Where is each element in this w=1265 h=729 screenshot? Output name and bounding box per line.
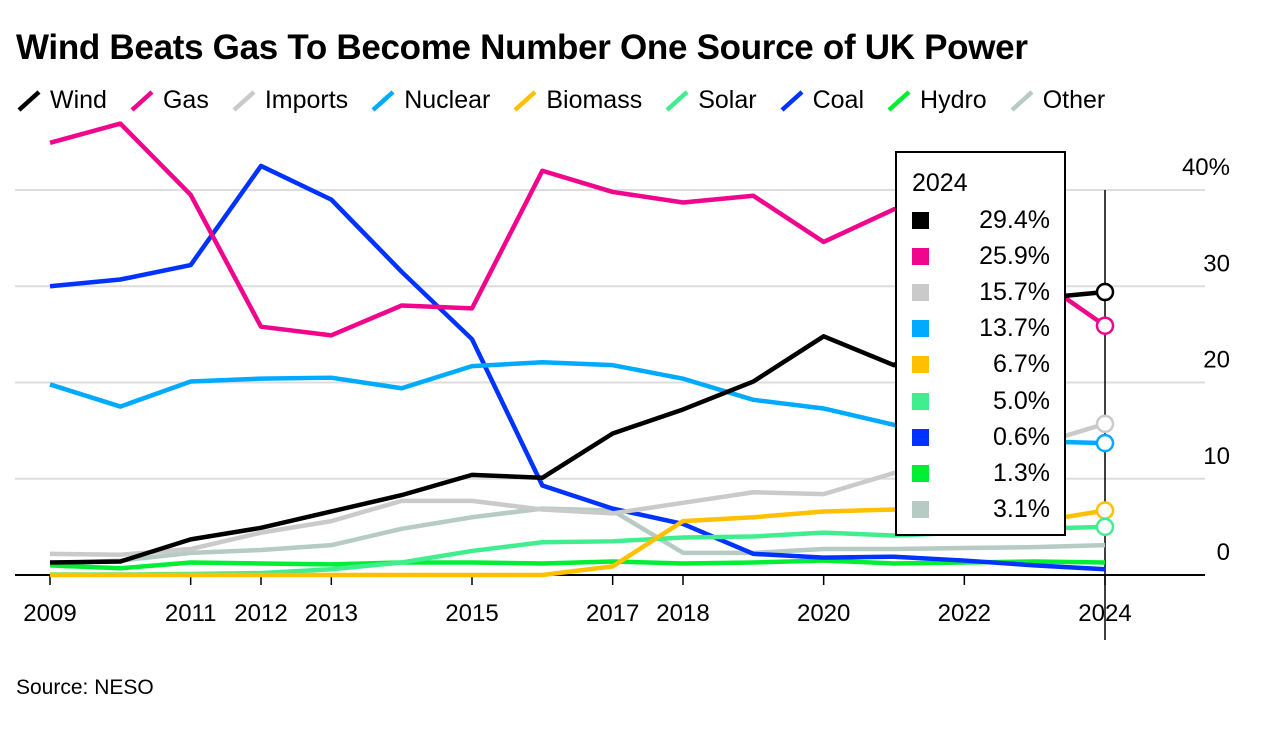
legend-line-icon: [1010, 89, 1034, 112]
tooltip-swatch: [912, 283, 929, 301]
legend-line-icon: [665, 89, 689, 112]
x-tick-label: 2022: [938, 600, 991, 627]
tooltip-swatch: [912, 320, 929, 338]
hover-tooltip: 2024 29.4% 25.9% 15.7% 13.7% 6.7% 5.0% 0.6% 1.3…: [895, 151, 1066, 536]
y-tick-label: 10: [1203, 443, 1230, 470]
legend-item-coal: Coal: [779, 86, 864, 115]
tooltip-row-biomass: 6.7%: [912, 347, 1050, 383]
legend-label: Coal: [812, 86, 865, 114]
legend-label: Other: [1042, 86, 1106, 114]
legend-item-other: Other: [1009, 86, 1106, 115]
legend-label: Solar: [698, 86, 757, 114]
legend-line-icon: [887, 89, 911, 112]
tooltip-row-solar: 5.0%: [912, 383, 1050, 419]
legend-line-icon: [130, 89, 154, 112]
tooltip-row-gas: 25.9%: [912, 238, 1050, 274]
legend-label: Hydro: [920, 86, 987, 114]
tooltip-value: 1.3%: [993, 458, 1050, 487]
tooltip-value: 29.4%: [979, 205, 1050, 234]
x-tick-label: 2012: [234, 600, 287, 627]
legend-item-nuclear: Nuclear: [370, 86, 490, 115]
legend-line-icon: [232, 89, 256, 112]
tooltip-value: 0.6%: [993, 422, 1050, 451]
tooltip-row-imports: 15.7%: [912, 274, 1050, 310]
tooltip-swatch: [912, 428, 929, 446]
tooltip-swatch: [912, 392, 929, 410]
tooltip-value: 15.7%: [979, 277, 1050, 306]
tooltip-year: 2024: [912, 169, 968, 197]
tooltip-swatch: [912, 501, 929, 519]
tooltip-row-nuclear: 13.7%: [912, 311, 1050, 347]
source-note: Source: NESO: [16, 676, 154, 699]
legend-label: Gas: [162, 86, 209, 114]
tooltip-value: 13.7%: [979, 314, 1050, 343]
tooltip-value: 3.1%: [993, 495, 1050, 524]
legend-item-hydro: Hydro: [886, 86, 987, 115]
tooltip-row-hydro: 1.3%: [912, 455, 1050, 491]
legend-label: Biomass: [546, 86, 643, 114]
legend-line-icon: [371, 89, 395, 112]
y-tick-label: 20: [1203, 347, 1230, 374]
end-marker-gas: [1095, 316, 1115, 335]
tooltip-swatch: [912, 247, 929, 265]
legend-item-biomass: Biomass: [512, 86, 642, 115]
end-marker-solar: [1095, 517, 1115, 537]
tooltip-row-other: 3.1%: [912, 492, 1050, 528]
legend-item-solar: Solar: [664, 86, 757, 115]
legend-label: Wind: [50, 86, 107, 114]
tooltip-swatch: [912, 356, 929, 374]
legend-line-icon: [17, 89, 41, 112]
end-marker-wind: [1095, 282, 1115, 302]
end-marker-nuclear: [1095, 433, 1115, 453]
end-marker-biomass: [1095, 501, 1115, 520]
x-tick-label: 2009: [23, 600, 76, 627]
legend-item-imports: Imports: [231, 86, 348, 115]
legend-label: Imports: [264, 86, 349, 114]
x-tick-label: 2013: [305, 600, 358, 627]
tooltip-value: 5.0%: [993, 386, 1050, 415]
legend-line-icon: [513, 89, 537, 112]
x-tick-label: 2020: [797, 600, 850, 627]
x-tick-label: 2015: [445, 600, 498, 627]
chart-title: Wind Beats Gas To Become Number One Sour…: [16, 28, 1028, 67]
tooltip-swatch: [912, 464, 929, 482]
tooltip-row-coal: 0.6%: [912, 419, 1050, 455]
y-tick-label: 40%: [1182, 154, 1230, 181]
y-tick-label: 0: [1217, 539, 1230, 566]
legend: Wind Gas Imports Nuclear Biomass Solar Coal Hyd…: [16, 86, 1127, 115]
x-tick-label: 2011: [165, 600, 217, 627]
tooltip-row-wind: 29.4%: [912, 202, 1050, 238]
series-line-coal: [49, 163, 1106, 572]
y-tick-label: 30: [1203, 250, 1230, 277]
series-line-hydro: [49, 558, 1106, 571]
legend-item-gas: Gas: [129, 86, 209, 115]
end-marker-imports: [1095, 414, 1115, 434]
legend-item-wind: Wind: [16, 86, 107, 115]
tooltip-value: 25.9%: [979, 241, 1050, 270]
legend-label: Nuclear: [404, 86, 491, 114]
tooltip-swatch: [912, 211, 929, 229]
x-tick-label: 2017: [586, 600, 639, 627]
legend-line-icon: [780, 89, 804, 112]
x-tick-label: 2018: [656, 600, 709, 627]
tooltip-value: 6.7%: [993, 350, 1050, 379]
